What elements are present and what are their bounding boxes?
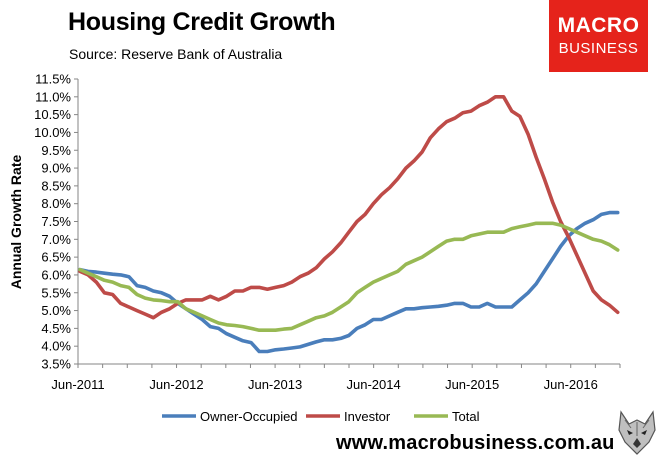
y-tick-label: 7.0% [41, 232, 71, 247]
series-lines [78, 95, 620, 354]
axis-ticks: 3.5% 4.0% 4.5% 5.0% 5.5% 6.0% 6.5% 7.0% 7.5% 8.0%… [34, 72, 621, 392]
y-tick-label: 4.5% [41, 321, 71, 336]
y-tick-label: 6.5% [41, 250, 71, 265]
chart-title: Housing Credit Growth [68, 8, 336, 36]
y-tick-label: 5.0% [41, 303, 71, 318]
x-tick-label: Jun-2015 [445, 377, 499, 392]
y-tick-label: 8.5% [41, 178, 71, 193]
chart-subtitle: Source: Reserve Bank of Australia [69, 46, 283, 62]
y-axis-label: Annual Growth Rate [8, 155, 24, 290]
axes [77, 79, 620, 365]
legend: Owner-Occupied Investor Total [162, 409, 480, 424]
y-tick-label: 9.5% [41, 143, 71, 158]
legend-label-investor: Investor [344, 409, 391, 424]
footer-url[interactable]: www.macrobusiness.com.au [336, 432, 615, 454]
x-tick-label: Jun-2014 [347, 377, 401, 392]
wolf-logo-icon [618, 410, 656, 455]
logo-line-1: MACRO [557, 14, 640, 37]
macrobusiness-logo[interactable]: MACRO BUSINESS [549, 0, 648, 72]
logo-line-2: BUSINESS [558, 40, 639, 57]
y-tick-label: 3.5% [41, 357, 71, 372]
x-tick-label: Jun-2016 [544, 377, 598, 392]
x-tick-label: Jun-2012 [149, 377, 203, 392]
series-line-investor [78, 95, 620, 320]
y-tick-label: 10.5% [34, 107, 71, 122]
legend-label-total: Total [452, 409, 480, 424]
x-tick-label: Jun-2011 [51, 377, 104, 392]
y-tick-label: 11.0% [35, 89, 71, 104]
y-tick-label: 10.0% [34, 125, 71, 140]
series-line-owner-occupied [78, 210, 620, 354]
legend-label-owner-occupied: Owner-Occupied [200, 409, 298, 424]
y-tick-label: 6.0% [41, 267, 71, 282]
y-tick-label: 7.5% [41, 214, 71, 229]
series-line-total [78, 221, 620, 333]
y-tick-label: 9.0% [41, 161, 71, 176]
y-tick-label: 11.5% [35, 72, 71, 87]
y-tick-label: 4.0% [41, 339, 71, 354]
x-tick-label: Jun-2013 [248, 377, 302, 392]
y-tick-label: 5.5% [41, 285, 71, 300]
y-tick-label: 8.0% [41, 196, 71, 211]
